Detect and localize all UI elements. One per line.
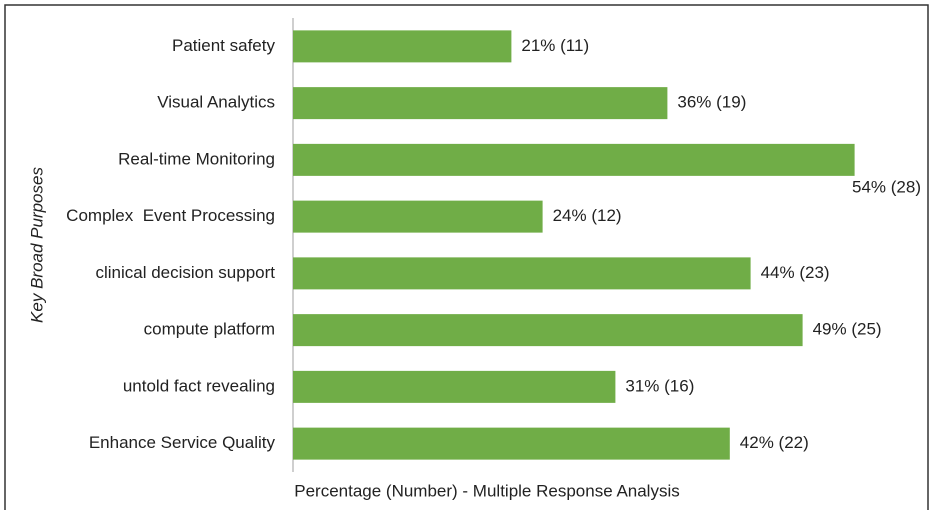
y-tick-label: Patient safety (172, 36, 276, 55)
data-label: 42% (22) (740, 433, 809, 452)
data-label: 44% (23) (761, 263, 830, 282)
bar (293, 257, 751, 290)
bar (293, 314, 803, 347)
data-label: 36% (19) (677, 93, 746, 112)
data-label: 31% (16) (625, 376, 694, 395)
data-label: 54% (28) (852, 177, 921, 196)
x-axis-title: Percentage (Number) - Multiple Response … (294, 481, 680, 500)
bar (293, 87, 668, 120)
frame (4, 4, 929, 510)
bar (293, 427, 730, 460)
y-axis-title: Key Broad Purposes (27, 167, 46, 323)
bar (293, 30, 512, 63)
data-label: 24% (12) (553, 206, 622, 225)
y-tick-label: untold fact revealing (123, 376, 275, 395)
data-label: 49% (25) (813, 320, 882, 339)
y-tick-label: compute platform (144, 320, 275, 339)
y-tick-label: Complex Event Processing (66, 206, 275, 225)
bar (293, 143, 855, 176)
bar (293, 370, 616, 403)
y-tick-label: Real-time Monitoring (118, 149, 275, 168)
bar (293, 200, 543, 233)
y-tick-label: clinical decision support (95, 263, 275, 282)
data-label: 21% (11) (521, 36, 589, 55)
y-tick-label: Enhance Service Quality (89, 433, 276, 452)
y-tick-label: Visual Analytics (157, 93, 275, 112)
